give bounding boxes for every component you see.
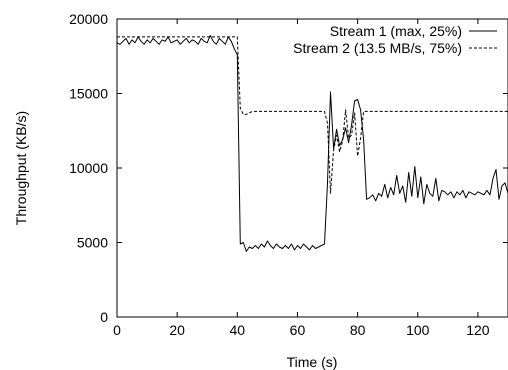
- y-tick-label: 10000: [69, 160, 108, 176]
- y-tick-label: 5000: [77, 235, 108, 251]
- x-tick-label: 60: [290, 322, 306, 338]
- legend-label-stream-2: Stream 2 (13.5 MB/s, 75%): [293, 40, 462, 56]
- legend-label-stream-1: Stream 1 (max, 25%): [330, 23, 462, 39]
- x-tick-label: 100: [406, 322, 430, 338]
- series-line-stream-2: [117, 36, 508, 194]
- series-line-stream-1: [116, 34, 508, 252]
- ticks-group: 0 20 40 60 80 100 120 0 5000 10000 15000 20000: [69, 11, 508, 338]
- y-axis-label: Throughput (KB/s): [13, 111, 29, 225]
- x-axis-label: Time (s): [287, 354, 338, 370]
- plot-frame: [116, 18, 508, 318]
- x-tick-label: 40: [230, 322, 246, 338]
- x-tick-label: 80: [350, 322, 366, 338]
- y-tick-label: 0: [100, 309, 108, 325]
- x-tick-label: 20: [169, 322, 185, 338]
- x-tick-label: 0: [113, 322, 121, 338]
- legend: Stream 1 (max, 25%)Stream 2 (13.5 MB/s, …: [293, 23, 497, 56]
- y-tick-label: 15000: [69, 86, 108, 102]
- x-tick-label: 120: [466, 322, 490, 338]
- series-layer: [116, 34, 508, 252]
- y-tick-label: 20000: [69, 11, 108, 27]
- plot-frame-group: [116, 18, 508, 318]
